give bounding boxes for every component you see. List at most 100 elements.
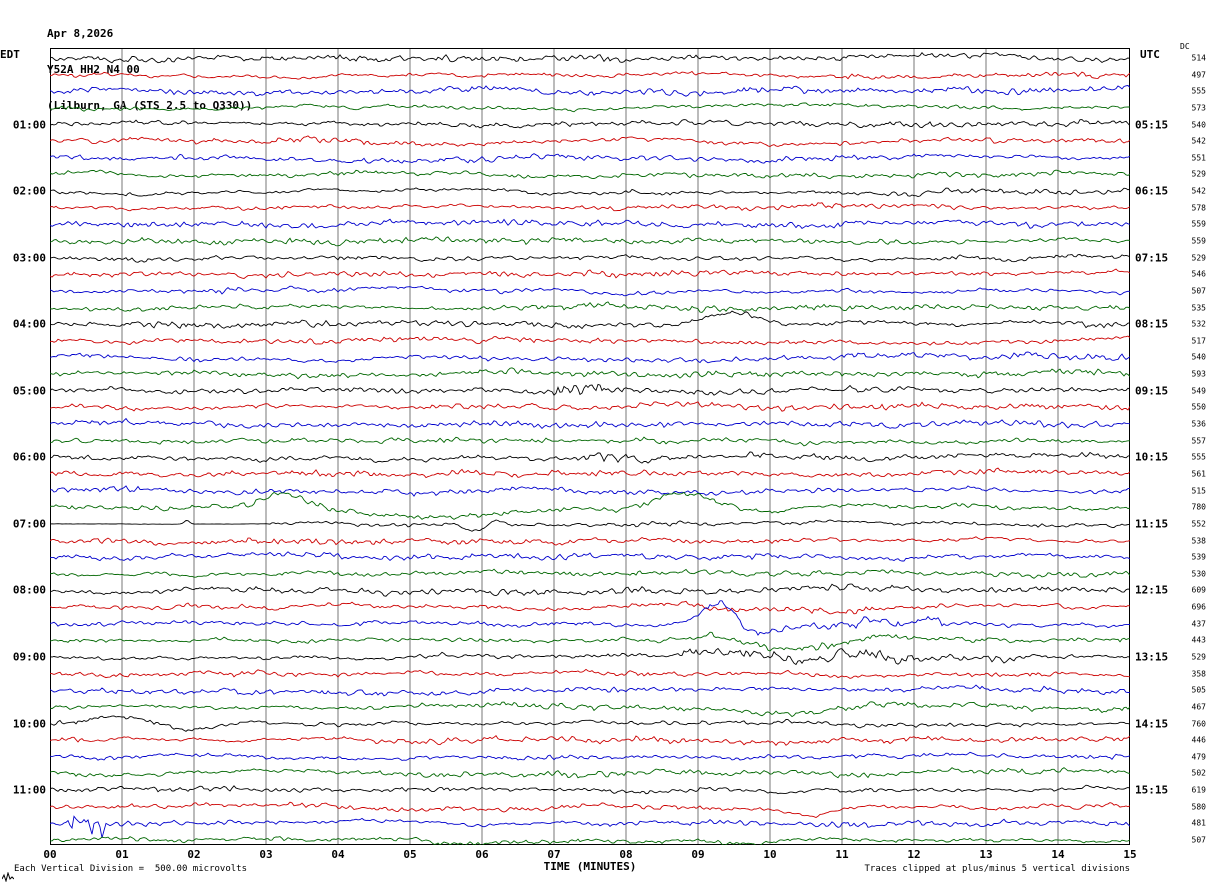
dc-offset-value: 551	[1191, 153, 1206, 163]
seismic-trace	[50, 70, 1130, 80]
dc-offset-value: 497	[1191, 70, 1206, 80]
dc-offset-value: 542	[1191, 186, 1206, 196]
dc-offset-value: 555	[1191, 452, 1206, 462]
dc-offset-value: 358	[1191, 669, 1206, 679]
edt-hour-label: 07:00	[12, 517, 46, 531]
seismic-trace	[50, 600, 1130, 615]
seismic-trace	[50, 668, 1130, 679]
seismic-trace	[50, 153, 1130, 164]
dc-offset-value: 559	[1191, 236, 1206, 246]
seismic-trace	[50, 401, 1130, 412]
x-axis-tick-label: 08	[619, 848, 633, 861]
dc-offset-value: 505	[1191, 685, 1206, 695]
title-block: Apr 8,2026 Y52A HH2 N4 00 (Lilburn, GA (…	[47, 4, 252, 136]
x-axis-tick-label: 09	[691, 848, 705, 861]
x-axis-tick-label: 01	[115, 848, 129, 861]
edt-hour-label: 11:00	[12, 783, 46, 797]
dc-offset-value: 502	[1191, 768, 1206, 778]
edt-hour-label: 02:00	[12, 184, 46, 198]
dc-offset-value: 507	[1191, 286, 1206, 296]
dc-offset-value: 481	[1191, 818, 1206, 828]
dc-offset-value: 555	[1191, 86, 1206, 96]
x-axis-tick-label: 12	[907, 848, 921, 861]
utc-hour-label: 05:15	[1135, 118, 1169, 132]
x-axis-tick-label: 05	[403, 848, 417, 861]
utc-hour-label: 12:15	[1135, 583, 1169, 597]
edt-hour-label: 08:00	[12, 583, 46, 597]
dc-offset-value: 546	[1191, 269, 1206, 279]
dc-offset-value: 514	[1191, 53, 1206, 63]
seismic-trace	[50, 119, 1130, 129]
dc-offset-value: 529	[1191, 169, 1206, 179]
edt-hour-label: 03:00	[12, 251, 46, 265]
seismic-trace	[50, 202, 1130, 212]
x-axis-tick-label: 10	[763, 848, 777, 861]
seismic-trace	[50, 451, 1130, 464]
seismic-trace	[50, 467, 1130, 479]
dc-offset-value: 446	[1191, 735, 1206, 745]
seismic-trace	[50, 485, 1130, 497]
dc-offset-value: 540	[1191, 352, 1206, 362]
utc-hour-label: 10:15	[1135, 450, 1169, 464]
seismic-trace	[50, 383, 1130, 396]
seismic-trace	[50, 367, 1130, 380]
clip-note: Traces clipped at plus/minus 5 vertical …	[864, 864, 1130, 874]
dc-offset-value: 536	[1191, 419, 1206, 429]
x-axis-tick-label: 06	[475, 848, 489, 861]
seismic-trace	[50, 135, 1130, 147]
utc-hour-label: 06:15	[1135, 184, 1169, 198]
seismic-trace	[50, 801, 1130, 819]
seismic-trace	[50, 583, 1130, 597]
x-axis-tick-label: 11	[835, 848, 849, 861]
dc-offset-value: 609	[1191, 585, 1206, 595]
seismic-trace	[50, 568, 1130, 579]
seismic-trace	[50, 236, 1130, 247]
seismic-trace	[50, 536, 1130, 546]
dc-offset-value: 559	[1191, 219, 1206, 229]
edt-hour-label: 05:00	[12, 384, 46, 398]
dc-offset-value: 573	[1191, 103, 1206, 113]
dc-offset-value: 529	[1191, 253, 1206, 263]
dc-offset-value: 443	[1191, 635, 1206, 645]
dc-offset-value: 467	[1191, 702, 1206, 712]
edt-hour-label: 09:00	[12, 650, 46, 664]
seismic-trace	[50, 735, 1130, 747]
x-axis-tick-label: 13	[979, 848, 993, 861]
seismic-trace	[50, 187, 1130, 197]
seismogram-plot	[50, 48, 1130, 845]
grid-lines	[50, 48, 1130, 845]
dc-offset-value: 760	[1191, 719, 1206, 729]
seismic-trace	[50, 701, 1130, 718]
seismic-trace	[50, 836, 1130, 845]
x-axis-tick-label: 00	[43, 848, 57, 861]
seismic-trace	[50, 600, 1130, 636]
left-timezone-label: EDT	[0, 48, 20, 61]
edt-hour-label: 04:00	[12, 317, 46, 331]
seismic-trace	[50, 551, 1130, 562]
seismic-trace	[50, 285, 1130, 297]
seismic-trace	[50, 715, 1130, 732]
edt-hour-label: 01:00	[12, 118, 46, 132]
dc-offset-value: 550	[1191, 402, 1206, 412]
utc-hour-label: 11:15	[1135, 517, 1169, 531]
dc-offset-value: 529	[1191, 652, 1206, 662]
dc-offset-value: 530	[1191, 569, 1206, 579]
seismic-trace	[50, 436, 1130, 447]
seismic-trace	[50, 254, 1130, 263]
seismic-trace	[50, 631, 1130, 652]
dc-column-header: DC	[1180, 42, 1190, 51]
title-station: Y52A HH2 N4 00	[47, 63, 140, 76]
seismic-trace	[50, 268, 1130, 279]
utc-hour-label: 13:15	[1135, 650, 1169, 664]
x-axis-tick-label: 02	[187, 848, 201, 861]
seismic-trace	[50, 784, 1130, 795]
seismic-trace	[50, 491, 1130, 520]
seismic-trace	[50, 301, 1130, 313]
title-date: Apr 8,2026	[47, 27, 114, 40]
x-axis-tick-label: 03	[259, 848, 273, 861]
dc-offset-value: 580	[1191, 802, 1206, 812]
seismic-trace	[50, 767, 1130, 779]
dc-offset-value: 517	[1191, 336, 1206, 346]
trace-lines	[50, 51, 1130, 845]
